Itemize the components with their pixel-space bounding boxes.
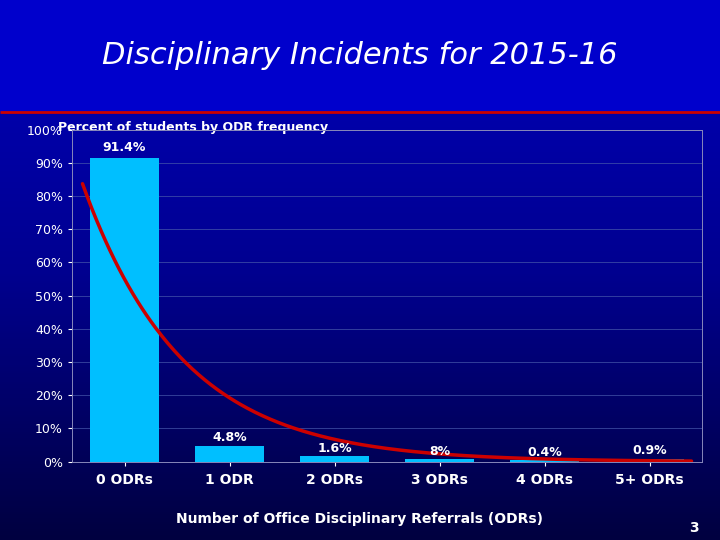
Text: 4.8%: 4.8%: [212, 431, 247, 444]
Text: Number of Office Disciplinary Referrals (ODRs): Number of Office Disciplinary Referrals …: [176, 512, 544, 526]
Text: 8%: 8%: [429, 445, 450, 458]
Text: 0.4%: 0.4%: [527, 446, 562, 459]
Bar: [195, 446, 264, 462]
Bar: [0, 0, 720, 111]
Text: 0.9%: 0.9%: [632, 444, 667, 457]
Text: Percent of students by ODR frequency: Percent of students by ODR frequency: [58, 122, 328, 134]
Bar: [300, 456, 369, 462]
Text: 1.6%: 1.6%: [318, 442, 352, 455]
Bar: [405, 459, 474, 462]
Bar: [510, 461, 579, 462]
Text: Disciplinary Incidents for 2015-16: Disciplinary Incidents for 2015-16: [102, 41, 618, 70]
Text: 91.4%: 91.4%: [103, 141, 146, 154]
Text: 3: 3: [689, 521, 698, 535]
Bar: [616, 458, 683, 462]
Bar: [91, 158, 158, 462]
